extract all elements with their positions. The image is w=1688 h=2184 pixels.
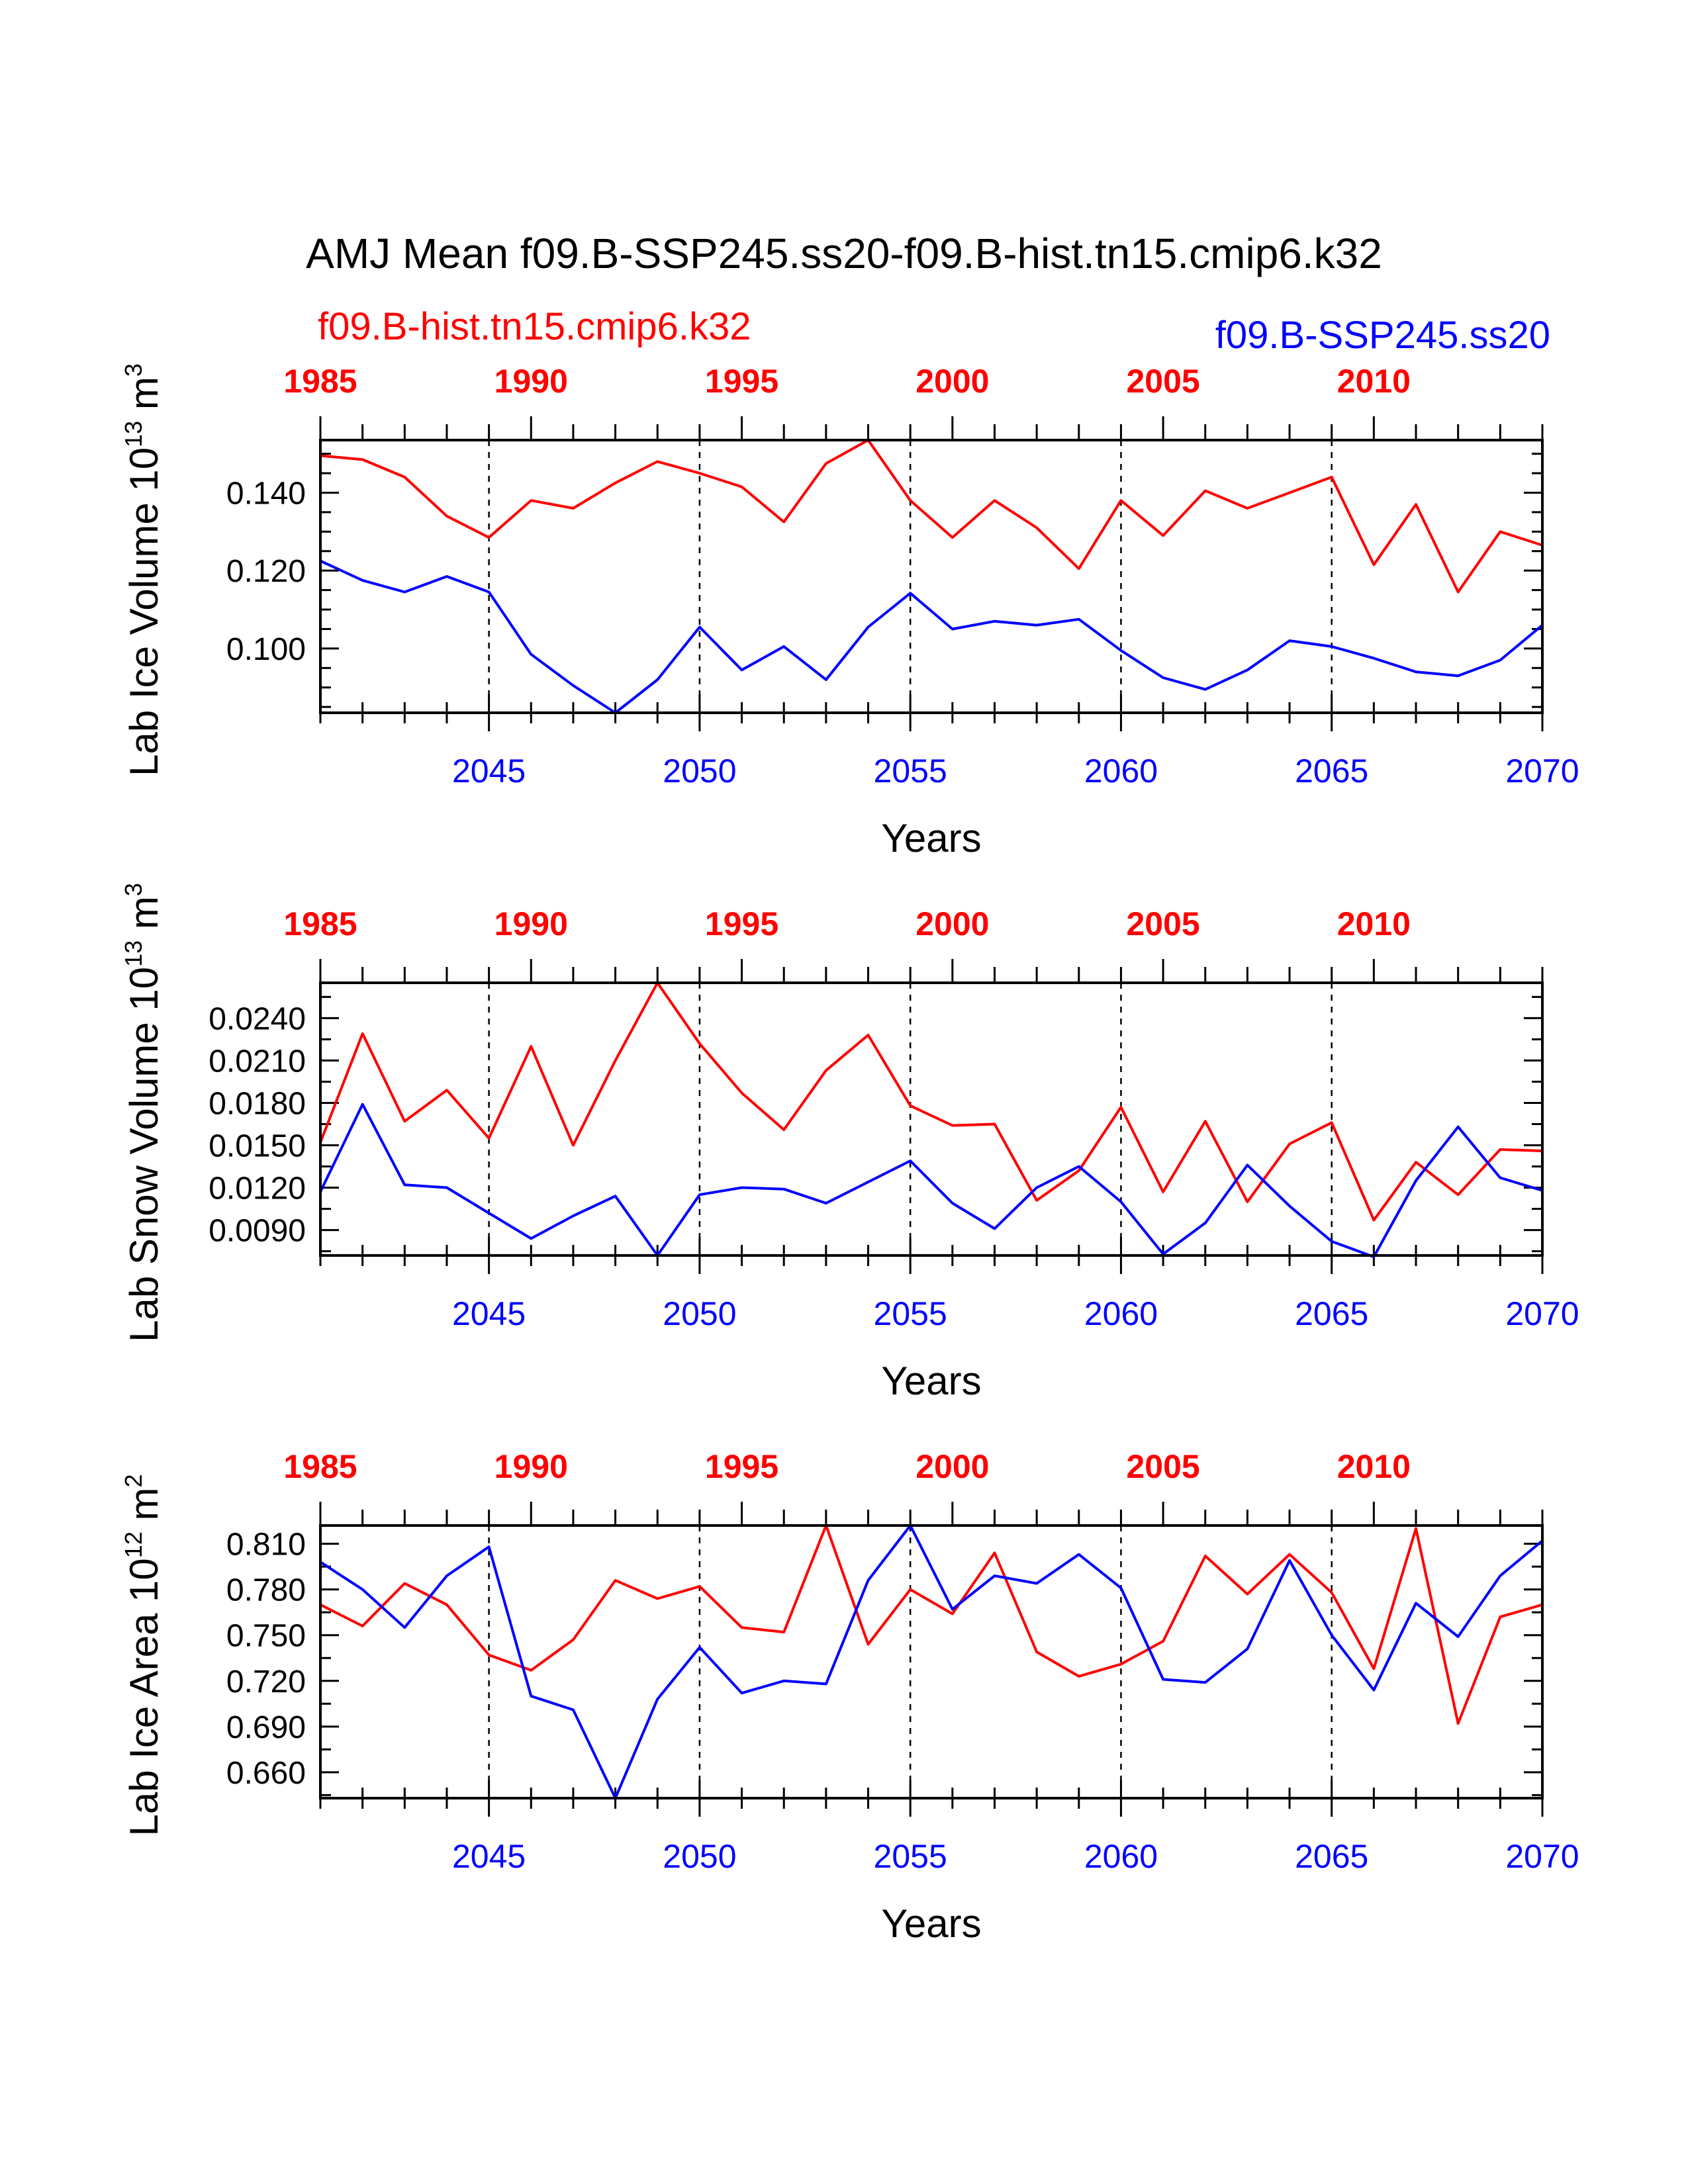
top-tick-label: 2010	[1337, 905, 1411, 942]
series-line-ssp	[319, 1524, 1544, 1799]
top-tick-label: 2000	[915, 905, 989, 942]
series-line-ssp	[319, 1103, 1543, 1259]
y-axis-title-text: Lab Ice Area 10	[122, 1558, 166, 1836]
bottom-tick-label: 2065	[1295, 1838, 1368, 1875]
top-tick-label: 1990	[494, 905, 568, 942]
panel-3: 2045 2050 2055 2060 2065 2070 1985 1990 1995 2000…	[120, 1448, 1579, 1946]
legend-hist-label: f09.B-hist.tn15.cmip6.k32	[318, 305, 751, 348]
bottom-tick-label: 2065	[1295, 1295, 1368, 1332]
y-tick-label: 0.780	[226, 1573, 306, 1608]
x-axis-title: Years	[881, 1901, 981, 1946]
plot-frame	[319, 981, 1544, 1257]
top-tick-label: 1995	[705, 905, 778, 942]
bottom-tick-label: 2050	[663, 752, 736, 790]
y-tick-label: 0.100	[226, 632, 306, 667]
series-line-hist	[320, 439, 1543, 594]
y-tick-label: 0.0090	[209, 1214, 306, 1249]
bottom-tick-label: 2050	[663, 1838, 736, 1875]
bottom-tick-label: 2070	[1505, 1295, 1579, 1332]
y-tick-label: 0.750	[226, 1619, 306, 1654]
bottom-tick-label: 2045	[452, 1838, 526, 1875]
y-axis-title-superscript: 13	[120, 940, 147, 967]
top-tick-label: 2005	[1126, 1448, 1199, 1485]
series-line-hist	[319, 981, 1543, 1222]
top-tick-label: 1985	[283, 1448, 357, 1485]
series-line-hist	[320, 1524, 1543, 1725]
y-tick-label: 0.690	[226, 1710, 306, 1745]
y-axis-title-text: m	[122, 377, 166, 421]
y-axis-title-superscript: 12	[120, 1531, 147, 1558]
top-tick-label: 1990	[494, 1448, 568, 1485]
y-tick-label: 0.810	[226, 1527, 306, 1563]
top-tick-label: 1990	[494, 363, 568, 400]
top-tick-label: 1995	[705, 363, 778, 400]
bottom-tick-label: 2060	[1084, 752, 1158, 790]
top-tick-label: 2000	[915, 363, 989, 400]
bottom-tick-label: 2060	[1084, 1838, 1158, 1875]
top-tick-label: 1995	[705, 1448, 778, 1485]
y-axis-title-text: m	[122, 1488, 166, 1532]
y-axis-title: Lab Snow Volume 1013 m3	[120, 883, 166, 1342]
y-axis-title-superscript: 13	[120, 421, 147, 447]
y-tick-label: 0.720	[226, 1664, 306, 1700]
panel-2: 2045 2050 2055 2060 2065 2070 1985 1990 1995 2000…	[120, 883, 1579, 1403]
series-line-ssp	[320, 559, 1544, 714]
y-axis-title-superscript: 2	[120, 1474, 147, 1487]
bottom-tick-label: 2055	[874, 1295, 947, 1332]
bottom-tick-label: 2045	[452, 752, 526, 790]
bottom-tick-label: 2070	[1505, 752, 1579, 790]
y-tick-label: 0.0210	[209, 1044, 306, 1079]
y-tick-label: 0.120	[226, 554, 306, 589]
y-axis-title-text: Lab Ice Volume 10	[122, 447, 166, 776]
bottom-tick-label: 2065	[1295, 752, 1368, 790]
y-axis-title: Lab Ice Volume 1013 m3	[120, 363, 166, 776]
y-axis-title-text: Lab Snow Volume 10	[122, 967, 166, 1342]
panel-1: 2045 2050 2055 2060 2065 2070 1985 1990 1995 2000…	[120, 363, 1579, 860]
y-tick-label: 0.0150	[209, 1128, 306, 1163]
chart-title: AMJ Mean f09.B-SSP245.ss20-f09.B-hist.tn…	[306, 230, 1382, 277]
top-tick-label: 1985	[283, 363, 357, 400]
y-tick-label: 0.660	[226, 1756, 306, 1791]
bottom-tick-label: 2060	[1084, 1295, 1158, 1332]
y-axis-title: Lab Ice Area 1012 m2	[120, 1474, 166, 1836]
y-axis-title-superscript: 3	[120, 883, 147, 896]
top-tick-label: 1985	[283, 905, 357, 942]
y-tick-label: 0.0180	[209, 1086, 306, 1121]
chart-panels: 2045 2050 2055 2060 2065 2070 1985 1990 1995 2000…	[120, 363, 1579, 1946]
plot-frame	[319, 1524, 1544, 1799]
bottom-tick-label: 2055	[874, 752, 947, 790]
top-tick-label: 2005	[1126, 363, 1199, 400]
bottom-tick-label: 2045	[452, 1295, 526, 1332]
x-axis-title: Years	[881, 816, 981, 860]
y-axis-title-superscript: 3	[120, 363, 147, 377]
bottom-tick-label: 2070	[1505, 1838, 1579, 1875]
top-tick-label: 2000	[915, 1448, 989, 1485]
legend-ssp-label: f09.B-SSP245.ss20	[1215, 314, 1550, 357]
top-tick-label: 2005	[1126, 905, 1199, 942]
y-tick-label: 0.140	[226, 476, 306, 511]
y-tick-label: 0.0240	[209, 1001, 306, 1036]
y-axis-title-text: m	[122, 896, 166, 940]
plot-frame	[319, 439, 1544, 714]
y-tick-label: 0.0120	[209, 1171, 306, 1206]
top-tick-label: 2010	[1337, 363, 1411, 400]
top-tick-label: 2010	[1337, 1448, 1411, 1485]
bottom-tick-label: 2050	[663, 1295, 736, 1332]
x-axis-title: Years	[881, 1359, 981, 1403]
bottom-tick-label: 2055	[874, 1838, 947, 1875]
